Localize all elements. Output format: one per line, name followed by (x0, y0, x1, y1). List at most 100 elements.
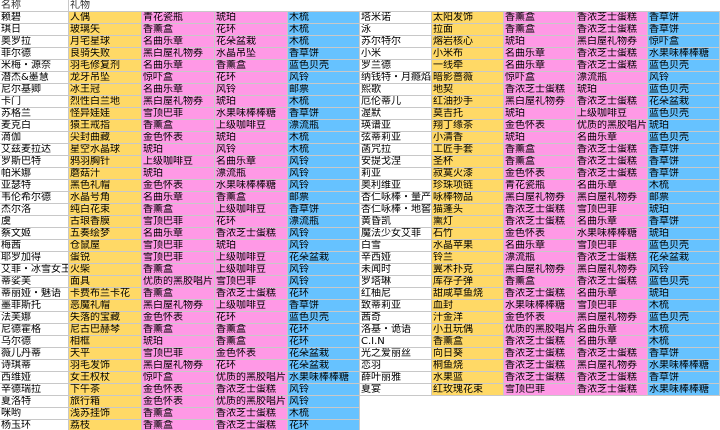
gift-cell[interactable]: 香草饼 (288, 48, 360, 60)
gift-cell[interactable]: 香浓芝士蛋糕 (215, 288, 288, 300)
gift-cell[interactable]: 翔丁缘茶 (432, 120, 504, 132)
gift-cell[interactable]: 花环 (288, 324, 360, 336)
gift-cell[interactable]: 尖封曲藏 (69, 132, 142, 144)
gift-cell[interactable]: 名曲乐章 (142, 60, 215, 72)
gift-cell[interactable]: 浅苏挂饰 (69, 408, 142, 420)
gift-cell[interactable]: 金色怀表 (142, 180, 215, 192)
gift-cell[interactable]: 香浓芝士蛋糕 (215, 228, 288, 240)
name-cell[interactable]: 尼德霍格 (0, 324, 69, 336)
gift-cell[interactable]: 月宅星球 (69, 36, 142, 48)
gift-cell[interactable]: 水果味棒棒糖 (288, 372, 360, 384)
name-cell[interactable]: 薇儿丹蒂 (0, 348, 69, 360)
gift-cell[interactable]: 琥珀 (504, 108, 576, 120)
gift-cell[interactable]: 名曲乐章 (142, 84, 215, 96)
name-cell[interactable]: 奥罗拉 (0, 36, 69, 48)
gift-cell[interactable]: 香浓芝士蛋糕 (576, 48, 648, 60)
gift-cell[interactable]: 漂流瓶 (504, 252, 576, 264)
gift-cell[interactable]: 怪异娃娃 (69, 108, 142, 120)
gift-cell[interactable]: 荔枝 (69, 420, 142, 430)
gift-cell[interactable]: 漂流瓶 (576, 72, 648, 84)
gift-cell[interactable]: 香浓芝士蛋糕 (576, 144, 648, 156)
gift-cell[interactable]: 香浓芝士蛋糕 (576, 276, 648, 288)
gift-cell[interactable]: 琥珀 (142, 336, 215, 348)
gift-cell[interactable]: 蘑菇汁 (69, 168, 142, 180)
gift-cell[interactable]: 香浓芝士蛋糕 (215, 408, 288, 420)
gift-cell[interactable]: 雪顶巴菲 (576, 240, 648, 252)
gift-cell[interactable]: 拉面 (432, 24, 504, 36)
gift-cell[interactable]: 蓝色贝壳 (648, 84, 720, 96)
gift-cell[interactable]: 风铃 (288, 228, 360, 240)
gift-cell[interactable]: 琥珀 (215, 132, 288, 144)
gift-cell[interactable]: 寂寞火漆 (432, 168, 504, 180)
gift-cell[interactable]: 罗塔琳 (360, 276, 432, 288)
gift-cell[interactable]: 风铃 (288, 264, 360, 276)
gift-cell[interactable]: 香草饼 (648, 144, 720, 156)
gift-cell[interactable]: 鸦羽胸针 (69, 156, 142, 168)
gift-cell[interactable]: 冰王冠 (69, 84, 142, 96)
gift-cell[interactable]: 风铃 (288, 168, 360, 180)
gift-cell[interactable]: 石竹 (432, 228, 504, 240)
gift-cell[interactable]: 名曲乐章 (504, 48, 576, 60)
gift-cell[interactable]: 工匠手套 (432, 144, 504, 156)
gift-cell[interactable]: 羽毛发饰 (69, 360, 142, 372)
gift-cell[interactable]: 名曲乐章 (142, 228, 215, 240)
gift-cell[interactable]: 香浓芝士蛋糕 (504, 288, 576, 300)
gift-cell[interactable]: 香浓芝士蛋糕 (504, 372, 576, 384)
gift-cell[interactable]: 水果篮 (432, 372, 504, 384)
gift-cell[interactable]: 纯白花束 (69, 204, 142, 216)
name-cell[interactable]: 辛德瑞拉 (0, 384, 69, 396)
gift-cell[interactable]: 香薰盒 (504, 12, 576, 24)
gift-cell[interactable]: 风铃 (288, 276, 360, 288)
gift-cell[interactable]: 琥珀 (648, 204, 720, 216)
gift-cell[interactable]: 杏仁咏棒・地窖 (360, 204, 432, 216)
gift-cell[interactable]: 辛西娅 (360, 252, 432, 264)
gift-cell[interactable]: 名曲乐章 (142, 36, 215, 48)
gift-cell[interactable]: 风铃 (215, 144, 288, 156)
gift-cell[interactable]: 琥珀 (504, 132, 576, 144)
gift-cell[interactable]: 香草饼 (288, 300, 360, 312)
gift-cell[interactable]: 塔米诺 (360, 12, 432, 24)
gift-cell[interactable]: 香浓芝士蛋糕 (576, 156, 648, 168)
gift-cell[interactable]: 优质的黑胶唱片 (142, 276, 215, 288)
gift-cell[interactable]: 仓鼠屋 (69, 240, 142, 252)
gift-cell[interactable]: 熏灯 (432, 216, 504, 228)
gift-cell[interactable]: 羽毛修复剂 (69, 60, 142, 72)
gift-cell[interactable]: 邮票 (288, 84, 360, 96)
name-cell[interactable]: 米梅・源奈 (0, 60, 69, 72)
name-cell[interactable]: 艾菲・冰雪女王 (0, 264, 69, 276)
gift-cell[interactable]: 花环 (215, 216, 288, 228)
gift-cell[interactable]: 风铃 (288, 180, 360, 192)
gift-cell[interactable]: 水果味棒棒糖 (576, 228, 648, 240)
gift-cell[interactable]: 上级咖啡豆 (215, 120, 288, 132)
name-cell[interactable]: 韦伦希尔德 (0, 192, 69, 204)
gift-cell[interactable]: 苏尔特尔 (360, 36, 432, 48)
gift-cell[interactable]: 玻璃矢 (69, 24, 142, 36)
gift-cell[interactable]: 水果味棒棒糖 (215, 180, 288, 192)
gift-cell[interactable]: 青花瓷瓶 (142, 12, 215, 24)
gift-cell[interactable]: 蓝色贝壳 (648, 240, 720, 252)
name-cell[interactable]: 蒂丽娅・魅语 (0, 288, 69, 300)
gift-cell[interactable]: 铃兰 (432, 252, 504, 264)
name-cell[interactable]: 梅茜 (0, 240, 69, 252)
gift-cell[interactable]: 金色怀表 (215, 348, 288, 360)
gift-cell[interactable]: 香草饼 (288, 204, 360, 216)
gift-cell[interactable]: 黄昏凯 (360, 216, 432, 228)
gift-cell[interactable]: 青花瓷瓶 (504, 180, 576, 192)
gift-cell[interactable]: 香草饼 (288, 108, 360, 120)
gift-cell[interactable]: 名曲乐章 (576, 180, 648, 192)
gift-cell[interactable]: 旅行箱 (69, 396, 142, 408)
gift-cell[interactable]: 琥珀 (215, 240, 288, 252)
gift-cell[interactable]: 木梳 (288, 12, 360, 24)
gift-cell[interactable]: 渥默 (360, 108, 432, 120)
gift-cell[interactable]: 香浓芝士蛋糕 (576, 168, 648, 180)
gift-cell[interactable]: 水果味棒棒糖 (648, 48, 720, 60)
gift-cell[interactable]: 厄伦蒂儿 (360, 96, 432, 108)
name-cell[interactable]: 艾兹麦拉达 (0, 144, 69, 156)
gift-cell[interactable]: 光之爱丽丝 (360, 348, 432, 360)
gift-cell[interactable]: 圣杯 (432, 156, 504, 168)
name-cell[interactable]: 滴伽 (0, 132, 69, 144)
gift-cell[interactable]: 小米布 (432, 48, 504, 60)
gift-cell[interactable]: 茜奇 (360, 312, 432, 324)
name-cell[interactable]: 杨玉环 (0, 420, 69, 430)
gift-cell[interactable]: 优质的黑胶唱片 (504, 324, 576, 336)
